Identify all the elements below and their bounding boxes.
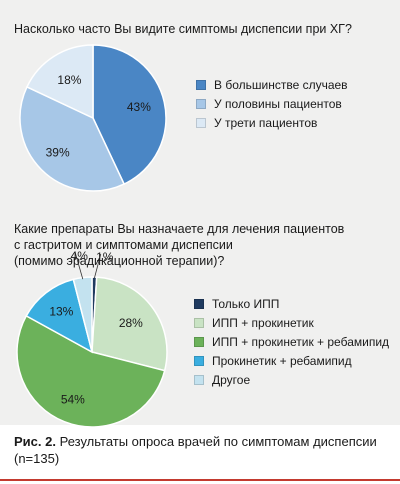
chart2-legend-label: Другое [212,373,251,387]
chart1-legend-label: У трети пациентов [214,116,318,130]
chart2-slice [16,314,166,428]
bottom-rule [0,479,400,481]
chart2-legend-label: ИПП + прокинетик [212,316,314,330]
chart2-legend-item: ИПП + прокинетик [194,315,389,331]
chart1-legend-item: У трети пациентов [196,115,348,131]
chart2-slice-label: 28% [119,316,143,330]
chart2-legend-label: Только ИПП [212,297,280,311]
chart2-pie: 1% 28% 54% 13% 4% [16,249,168,428]
chart2-legend-swatch [194,356,204,366]
chart2-legend-swatch [194,337,204,347]
chart2-slice [25,278,94,354]
chart1-legend-swatch [196,99,206,109]
chart1-title: Насколько часто Вы видите симптомы диспе… [14,22,352,36]
chart2-legend-swatch [194,299,204,309]
chart2-legend-item: Только ИПП [194,296,389,312]
chart1-slice-label: 43% [127,100,151,114]
chart2-legend-item: Другое [194,372,389,388]
chart1-legend-item: У половины пациентов [196,96,348,112]
chart2-title-line: с гастритом и симптомами диспепсии [14,238,233,252]
chart2-leader-line [93,253,102,279]
chart2-slice-label: 54% [61,393,85,407]
chart2-title-line: Какие препараты Вы назначаете для лечени… [14,222,345,236]
chart2-legend-item: ИПП + прокинетик + ребамипид [194,334,389,350]
chart2-slice-label: 4% [71,249,89,263]
chart1-pie: 43% 39% 18% [19,44,167,192]
chart1-legend-label: У половины пациентов [214,97,342,111]
chart2-legend-item: Прокинетик + ребамипид [194,353,389,369]
chart2-legend-swatch [194,318,204,328]
chart1-slice [25,44,94,120]
chart1-slice [19,85,126,192]
chart1-slice-label: 39% [46,146,70,160]
chart2-slice [91,276,168,372]
chart1-legend-item: В большинстве случаев [196,77,348,93]
chart2-title: Какие препараты Вы назначаете для лечени… [14,221,354,269]
figure-caption: Рис. 2. Результаты опроса врачей по симп… [14,433,384,467]
chart2-legend-swatch [194,375,204,385]
chart1-legend: В большинстве случаев У половины пациенто… [196,77,348,134]
chart2-legend-label: ИПП + прокинетик + ребамипид [212,335,390,349]
caption-label: Рис. 2. [14,434,56,449]
chart2-legend-label: Прокинетик + ребамипид [212,354,352,368]
chart2-leader-line [74,252,84,280]
chart1-legend-swatch [196,118,206,128]
caption-text: Результаты опроса врачей по симптомам ди… [14,434,377,466]
chart1-legend-label: В большинстве случаев [214,78,348,92]
chart2-legend: Только ИПП ИПП + прокинетик ИПП + прокинет… [194,296,389,391]
chart2-title-line: (помимо эрадикационной терапии)? [14,254,225,268]
chart2-slice-label: 13% [49,305,73,319]
chart2-slice-label: 1% [96,250,114,264]
chart1-slice [92,44,167,186]
chart1-legend-swatch [196,80,206,90]
chart1-slice-label: 18% [57,73,81,87]
